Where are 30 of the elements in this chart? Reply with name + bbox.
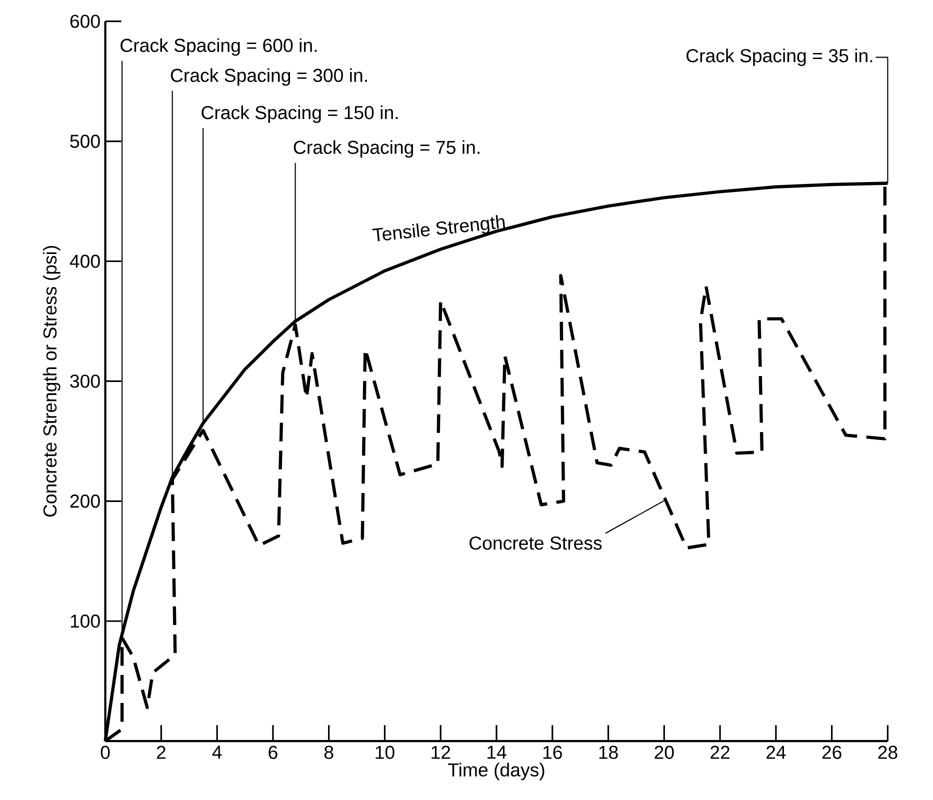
x-tick-label: 12 [432, 746, 450, 759]
x-tick-label: 6 [268, 746, 278, 760]
y-tick-label: 100 [70, 614, 100, 628]
annotation: Crack Spacing = 600 in. [120, 38, 317, 56]
x-tick-label: 16 [543, 746, 562, 760]
annotation: Crack Spacing = 150 in. [202, 106, 398, 124]
annotation: Crack Spacing = 75 in. [294, 140, 480, 158]
x-tick-label: 24 [766, 746, 786, 759]
annotation: Crack Spacing = 300 in. [170, 68, 367, 86]
y-tick-label: 200 [70, 494, 100, 508]
x-tick-label: 8 [324, 746, 334, 760]
y-tick-label: 500 [70, 134, 100, 148]
x-tick-label: 26 [822, 746, 842, 760]
x-tick-label: 0 [100, 746, 110, 760]
text: Tensile Strength [372, 215, 506, 242]
x-tick-label: 22 [710, 746, 730, 759]
x-tick-label: 20 [654, 746, 674, 760]
x-tick-label: 28 [878, 746, 898, 760]
x-tick-label: 2 [156, 746, 166, 759]
annotation: Crack Spacing = 35 in. [686, 48, 872, 66]
y-tick-label: 400 [70, 254, 100, 268]
y-axis-title: Concrete Strength or Stress (psi) [42, 246, 60, 517]
y-tick-label: 600 [70, 14, 100, 28]
y-tick-label: 300 [70, 374, 100, 388]
text: Concrete Stress [470, 536, 602, 550]
x-tick-label: 18 [599, 746, 618, 760]
x-tick-label: 10 [376, 746, 394, 760]
x-axis-title: Time (days) [448, 762, 544, 780]
x-tick-label: 4 [212, 746, 222, 759]
x-tick-label: 14 [488, 746, 506, 759]
